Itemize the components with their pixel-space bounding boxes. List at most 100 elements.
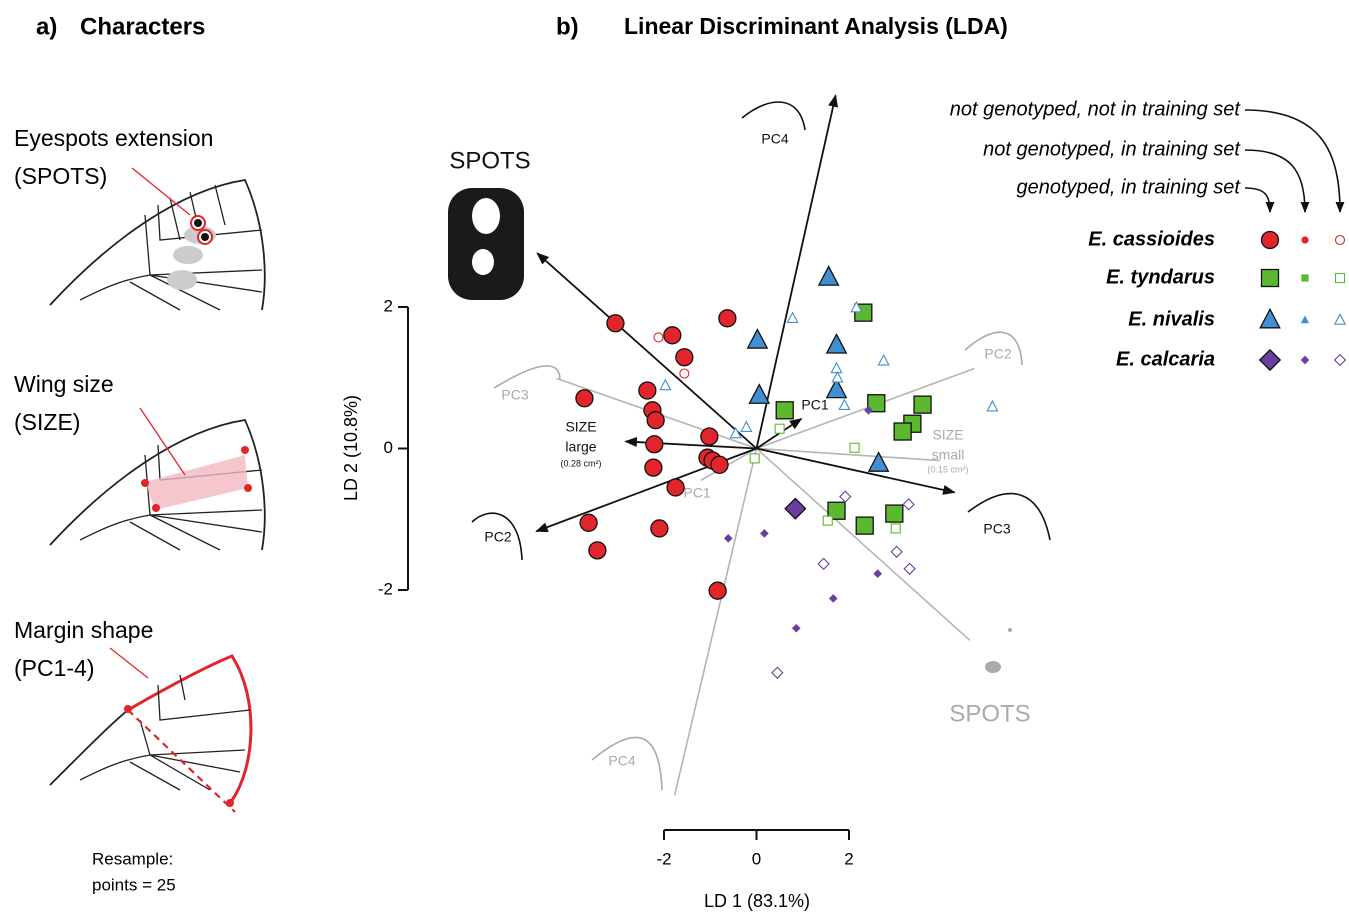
point <box>827 334 847 353</box>
projection-label: SIZE <box>932 427 963 443</box>
x-tick-label: -2 <box>656 849 671 868</box>
point <box>903 499 914 510</box>
point <box>589 542 606 559</box>
legend-marker <box>1262 270 1279 287</box>
point <box>873 569 882 578</box>
point <box>886 505 903 522</box>
point <box>831 363 841 373</box>
point <box>667 479 684 496</box>
point <box>894 423 911 440</box>
legend-marker <box>1301 356 1310 365</box>
point <box>819 267 839 286</box>
x-axis-label: LD 1 (83.1%) <box>704 891 810 911</box>
point <box>741 422 751 432</box>
point <box>891 546 902 557</box>
point <box>856 517 873 534</box>
projection-label: PC4 <box>608 753 635 769</box>
legend-marker <box>1335 314 1345 324</box>
point <box>829 594 838 603</box>
x-tick-label: 0 <box>752 849 761 868</box>
legend-marker <box>1260 309 1280 328</box>
character-name: Eyespots extension <box>14 125 213 151</box>
y-tick-label: -2 <box>378 579 393 598</box>
point <box>840 491 851 502</box>
projection-label: PC2 <box>984 346 1011 362</box>
point <box>750 385 770 404</box>
point <box>914 396 931 413</box>
x-tick-label: 2 <box>844 849 853 868</box>
point <box>832 372 842 382</box>
panel-title: Characters <box>80 13 205 40</box>
point <box>850 443 859 452</box>
loading-label: PC4 <box>761 131 788 147</box>
loading-label: SIZE <box>565 419 596 435</box>
point <box>760 529 769 538</box>
point <box>772 667 783 678</box>
point <box>654 333 663 342</box>
point <box>664 327 681 344</box>
chart-title: Linear Discriminant Analysis (LDA) <box>624 13 1008 39</box>
point <box>823 516 832 525</box>
legend-arrows <box>1245 110 1340 212</box>
projection-line <box>757 449 970 641</box>
point <box>645 459 662 476</box>
legend-label: E. calcaria <box>1116 348 1215 370</box>
point <box>776 402 793 419</box>
wing-spots <box>50 168 265 310</box>
projection-label: SPOTS <box>949 700 1030 727</box>
legend-label: E. nivalis <box>1128 308 1215 330</box>
projection-sublabel: small <box>932 447 965 463</box>
legend-status: not genotyped, not in training set <box>950 98 1242 120</box>
point <box>792 624 801 633</box>
point <box>775 424 784 433</box>
projection-label: PC1 <box>683 485 710 501</box>
point <box>987 401 997 411</box>
point <box>748 330 768 349</box>
note: Resample: <box>92 849 173 868</box>
loading-label: SPOTS <box>449 147 530 174</box>
point <box>646 436 663 453</box>
legend-marker <box>1262 232 1279 249</box>
legend-marker <box>1335 355 1346 366</box>
panel-label: b) <box>556 13 579 40</box>
point <box>647 412 664 429</box>
y-tick-label: 0 <box>384 438 393 457</box>
point <box>651 520 668 537</box>
legend-marker <box>1301 315 1309 323</box>
point <box>660 380 670 390</box>
point <box>719 310 736 327</box>
point <box>709 582 726 599</box>
spots-image <box>448 188 1012 673</box>
point <box>750 454 759 463</box>
y-tick-label: 2 <box>384 296 393 315</box>
loading-label: PC3 <box>983 521 1010 537</box>
point <box>701 428 718 445</box>
wing-size <box>50 408 265 550</box>
legend-marker <box>1336 274 1345 283</box>
point <box>904 563 915 574</box>
loading-arrow <box>757 95 836 448</box>
character-name: Wing size <box>14 371 114 397</box>
legend-label: E. cassioides <box>1088 228 1215 250</box>
character-name: Margin shape <box>14 617 153 643</box>
legend-marker <box>1301 274 1308 281</box>
point <box>680 369 689 378</box>
point <box>879 355 889 365</box>
point <box>839 400 849 410</box>
point <box>580 514 597 531</box>
panel-label: a) <box>36 13 57 40</box>
legend-status: not genotyped, in training set <box>983 138 1241 160</box>
point <box>785 498 805 518</box>
point <box>724 534 733 543</box>
point <box>711 456 728 473</box>
loading-label: PC2 <box>484 529 511 545</box>
loading-sublabel: large <box>565 439 596 455</box>
legend-status: genotyped, in training set <box>1017 176 1242 198</box>
legend-marker <box>1260 350 1280 370</box>
point <box>607 315 624 332</box>
legend-marker <box>1301 236 1308 243</box>
point <box>818 558 829 569</box>
projection-label: PC3 <box>501 387 528 403</box>
y-axis-label: LD 2 (10.8%) <box>341 395 361 501</box>
character-code: (SIZE) <box>14 409 80 435</box>
